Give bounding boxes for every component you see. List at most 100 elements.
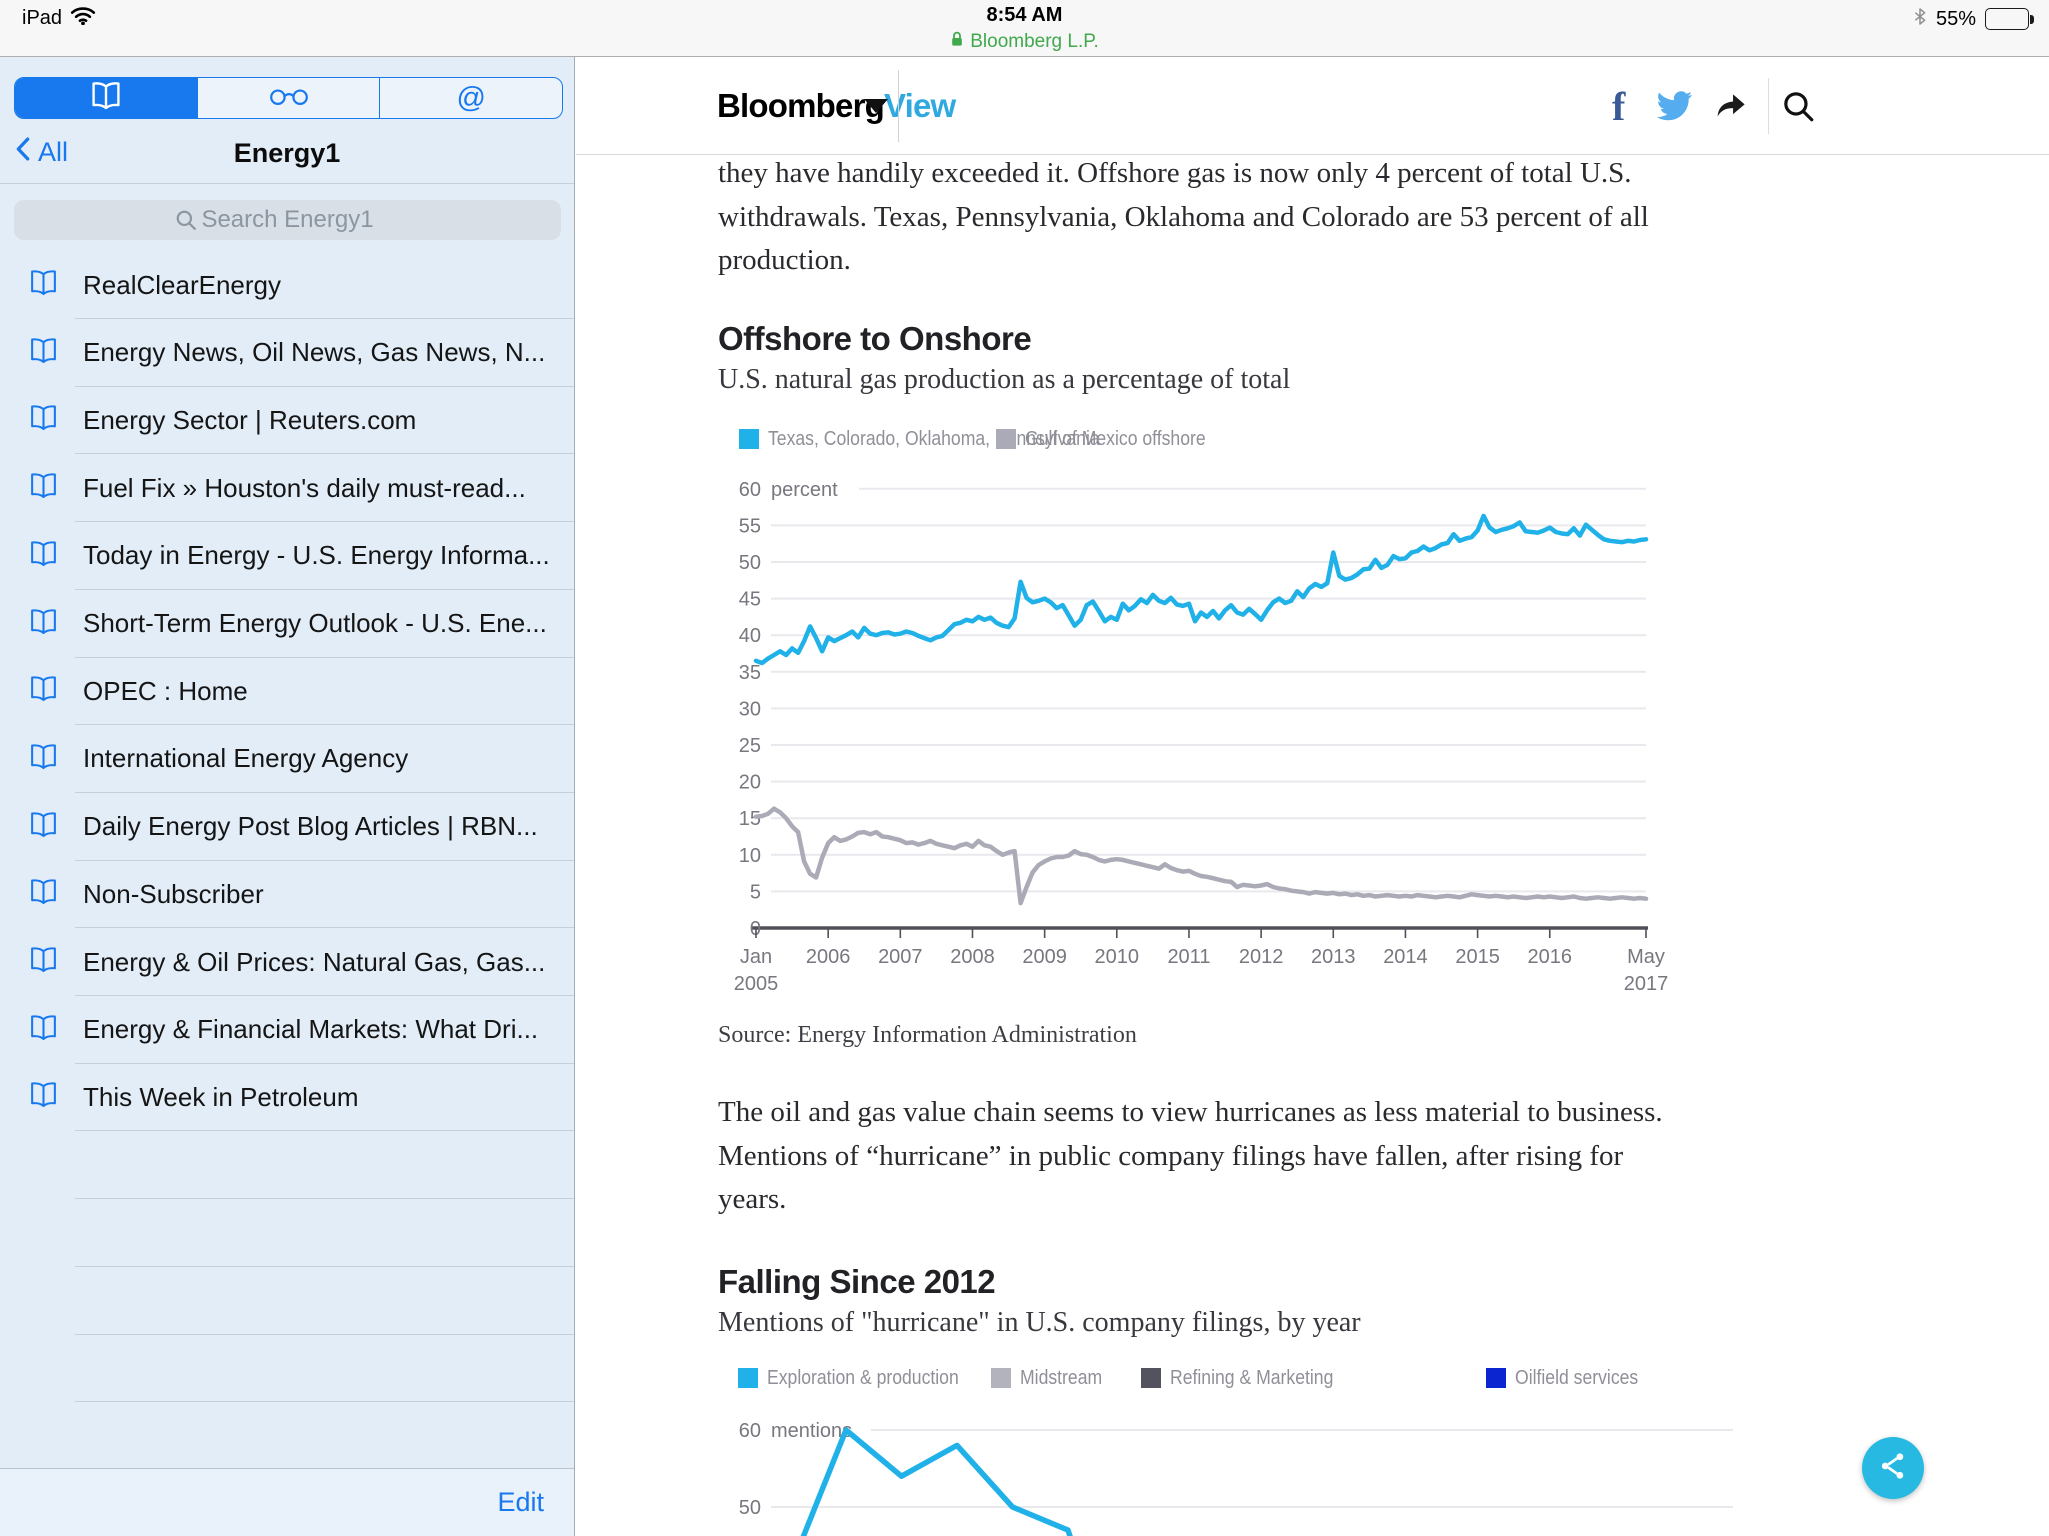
bookmark-label: Daily Energy Post Blog Articles | RBN... — [83, 811, 538, 842]
axis-label: 55 — [739, 515, 761, 537]
legend-swatch — [1486, 1368, 1506, 1388]
axis-label: 2013 — [1311, 946, 1356, 968]
bookmark-item[interactable]: Energy Sector | Reuters.com — [0, 386, 574, 455]
book-icon — [28, 945, 59, 979]
twitter-icon[interactable] — [1656, 57, 1693, 155]
tab-bookmarks[interactable] — [15, 78, 197, 118]
share-arrow-icon[interactable] — [1714, 57, 1748, 155]
book-icon — [28, 810, 59, 844]
bookmark-item[interactable]: Daily Energy Post Blog Articles | RBN... — [0, 793, 574, 861]
divider — [75, 1130, 574, 1132]
chart-line-exploration-production — [800, 1427, 1073, 1536]
legend-item: Exploration & production — [738, 1367, 985, 1389]
bookmark-item[interactable]: Today in Energy - U.S. Energy Informa... — [0, 522, 574, 590]
book-icon — [28, 607, 59, 641]
legend-label: Refining & Marketing — [1170, 1366, 1334, 1389]
legend-item: Oilfield services — [1486, 1367, 1655, 1389]
site-header: Bloomberg View f — [576, 57, 2049, 155]
bookmark-item[interactable]: Energy News, Oil News, Gas News, N... — [0, 319, 574, 387]
axis-label: 2016 — [1528, 946, 1573, 968]
sections-dropdown-caret[interactable] — [864, 99, 888, 113]
axis-label: 2015 — [1455, 946, 1500, 968]
search-input[interactable] — [14, 200, 561, 240]
share-fab-button[interactable] — [1862, 1437, 1924, 1499]
axis-label: 50 — [739, 552, 761, 574]
tab-reading-list[interactable] — [196, 78, 380, 118]
bookmark-item[interactable]: Fuel Fix » Houston's daily must-read... — [0, 454, 574, 523]
divider — [75, 385, 574, 387]
bookmark-item[interactable]: OPEC : Home — [0, 657, 574, 726]
article-paragraph-1: they have handily exceeded it. Offshore … — [718, 157, 1649, 276]
tab-shared-links[interactable]: @ — [379, 78, 562, 118]
axis-label: 20 — [739, 772, 761, 794]
battery-icon — [1985, 8, 2034, 30]
axis-label: 10 — [739, 845, 761, 867]
divider — [75, 1333, 574, 1335]
axis-label: 15 — [739, 808, 761, 830]
bookmarks-sidebar: @ All Energy1 RealClearEnergy Energy News… — [0, 57, 575, 1536]
axis-label: 2012 — [1239, 946, 1284, 968]
divider — [0, 183, 574, 184]
book-icon — [28, 1080, 59, 1114]
chart2-hurricane-mentions: 60 mentions 50 — [739, 1420, 1733, 1536]
chart-line-onshore — [753, 513, 1649, 666]
chart1-subtitle: U.S. natural gas production as a percent… — [718, 364, 1291, 395]
bookmark-item[interactable]: This Week in Petroleum — [0, 1063, 574, 1132]
device-label: iPad — [22, 6, 63, 29]
empty-list-row — [0, 1267, 574, 1335]
legend-label: Oilfield services — [1515, 1366, 1639, 1389]
divider — [75, 1062, 574, 1064]
divider — [75, 318, 574, 319]
bookmark-item[interactable]: Energy & Oil Prices: Natural Gas, Gas... — [0, 928, 574, 996]
divider — [75, 859, 574, 861]
empty-list-row — [0, 1334, 574, 1403]
bookmark-label: Today in Energy - U.S. Energy Informa... — [83, 540, 550, 571]
book-icon — [28, 674, 59, 708]
divider — [75, 724, 574, 726]
bookmark-label: Energy & Oil Prices: Natural Gas, Gas... — [83, 946, 546, 977]
bookmark-label: Energy & Financial Markets: What Dri... — [83, 1014, 539, 1045]
divider — [75, 1401, 574, 1403]
back-to-all-button[interactable]: All — [16, 137, 68, 168]
book-icon — [89, 80, 123, 116]
axis-label: mentions — [771, 1420, 852, 1442]
brand-accent-text: View — [883, 87, 956, 124]
chart1-source: Source: Energy Information Administratio… — [718, 1022, 1137, 1048]
bloombergview-logo[interactable]: Bloomberg View — [717, 57, 956, 155]
divider — [75, 453, 574, 455]
axis-label: 2010 — [1095, 946, 1140, 968]
eyeglasses-icon — [268, 86, 310, 111]
axis-label: 50 — [739, 1497, 761, 1519]
bookmark-label: This Week in Petroleum — [83, 1081, 359, 1112]
book-icon — [28, 336, 59, 370]
legend-label: Exploration & production — [767, 1366, 959, 1389]
bookmark-label: RealClearEnergy — [83, 269, 281, 300]
empty-list-row — [0, 1199, 574, 1267]
axis-label: 25 — [739, 735, 761, 757]
divider — [75, 791, 574, 793]
bookmark-item[interactable]: Short-Term Energy Outlook - U.S. Ene... — [0, 590, 574, 658]
axis-label: 2007 — [878, 946, 923, 968]
chart2-title: Falling Since 2012 — [718, 1263, 996, 1300]
bookmark-label: Non-Subscriber — [83, 878, 264, 909]
browser-content: Bloomberg View f — [576, 57, 2049, 1536]
bookmark-item[interactable]: Non-Subscriber — [0, 860, 574, 929]
bookmark-item[interactable]: International Energy Agency — [0, 725, 574, 793]
axis-label: percent — [771, 479, 838, 501]
bookmark-item[interactable]: Energy & Financial Markets: What Dri... — [0, 996, 574, 1064]
divider — [75, 1265, 574, 1267]
bookmark-item[interactable]: RealClearEnergy — [0, 251, 574, 319]
edit-button[interactable]: Edit — [497, 1487, 544, 1517]
share-nodes-icon — [1878, 1451, 1908, 1486]
chart-line-offshore — [753, 806, 1649, 906]
site-search-icon[interactable] — [1782, 57, 1814, 155]
status-bar: iPad 8:54 AM Bloomberg L.P. — [0, 0, 2049, 57]
divider — [75, 927, 574, 929]
legend-label: Texas, Colorado, Oklahoma, Pennsylvania — [768, 427, 1100, 450]
clock: 8:54 AM — [986, 4, 1063, 26]
axis-label: 60 — [739, 1420, 761, 1442]
chart1-title: Offshore to Onshore — [718, 320, 1032, 357]
article-paragraph-2: The oil and gas value chain seems to vie… — [718, 1096, 1663, 1215]
facebook-icon[interactable]: f — [1612, 83, 1626, 129]
axis-label: 35 — [739, 662, 761, 684]
